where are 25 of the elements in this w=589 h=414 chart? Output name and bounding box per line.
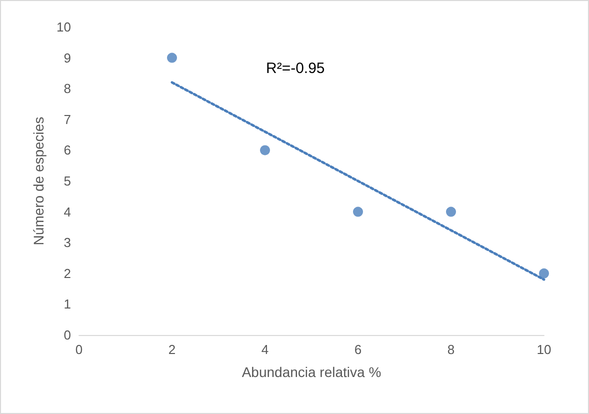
- y-tick-label: 9: [64, 50, 71, 66]
- y-tick-label: 2: [64, 266, 71, 281]
- point: [353, 206, 363, 217]
- y-tick-label: 1: [64, 296, 71, 312]
- y-tick-label: 10: [56, 20, 71, 34]
- point: [167, 52, 177, 63]
- y-tick-label: 5: [64, 174, 71, 188]
- y-tick-label: 0: [64, 328, 71, 342]
- y-tick-label: 3: [64, 235, 71, 250]
- x-axis-title: Abundancia relativa %: [242, 364, 382, 380]
- x-tick-label: 2: [168, 342, 176, 357]
- x-tick-label: 0: [75, 342, 83, 357]
- point: [260, 145, 270, 156]
- x-tick-label: 4: [261, 342, 269, 357]
- x-tick-label: 10: [536, 342, 552, 357]
- y-tick-label: 6: [64, 142, 71, 158]
- y-axis-title: Número de especies: [30, 116, 47, 246]
- y-tick-label: 4: [64, 204, 71, 220]
- x-tick-label: 6: [354, 342, 362, 357]
- annotation: R²=-0.95: [266, 60, 325, 77]
- y-tick-label: 8: [64, 81, 71, 96]
- point: [539, 268, 549, 278]
- point: [446, 206, 456, 217]
- y-tick-label: 7: [64, 112, 71, 127]
- x-tick-label: 8: [447, 342, 455, 357]
